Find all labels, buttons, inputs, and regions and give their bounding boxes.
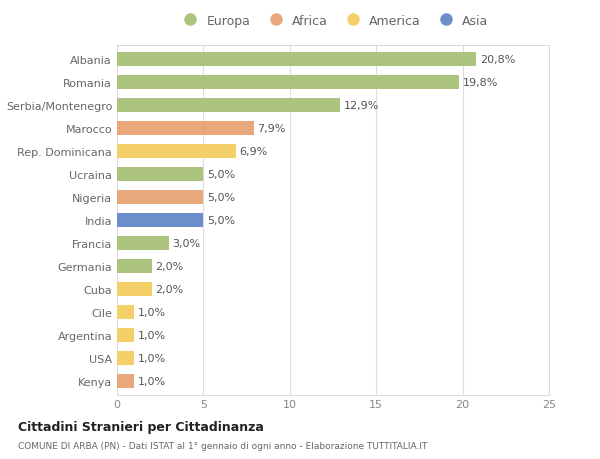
Bar: [117, 122, 254, 135]
Text: 5,0%: 5,0%: [207, 192, 235, 202]
Bar: [117, 351, 134, 365]
Bar: [117, 76, 459, 90]
Bar: [117, 328, 134, 342]
Bar: [117, 145, 236, 158]
Bar: [117, 236, 169, 250]
Text: 3,0%: 3,0%: [172, 238, 200, 248]
Text: 2,0%: 2,0%: [155, 261, 183, 271]
Bar: [117, 374, 134, 388]
Text: Cittadini Stranieri per Cittadinanza: Cittadini Stranieri per Cittadinanza: [18, 420, 264, 433]
Text: 5,0%: 5,0%: [207, 215, 235, 225]
Bar: [117, 282, 152, 296]
Text: 19,8%: 19,8%: [463, 78, 498, 88]
Text: 5,0%: 5,0%: [207, 169, 235, 179]
Text: 7,9%: 7,9%: [257, 123, 286, 134]
Bar: [117, 99, 340, 112]
Text: 1,0%: 1,0%: [138, 330, 166, 340]
Text: 1,0%: 1,0%: [138, 353, 166, 363]
Bar: [117, 190, 203, 204]
Text: 20,8%: 20,8%: [480, 55, 515, 65]
Bar: [117, 259, 152, 273]
Text: 2,0%: 2,0%: [155, 284, 183, 294]
Legend: Europa, Africa, America, Asia: Europa, Africa, America, Asia: [173, 10, 493, 33]
Bar: [117, 213, 203, 227]
Bar: [117, 168, 203, 181]
Bar: [117, 305, 134, 319]
Text: 1,0%: 1,0%: [138, 307, 166, 317]
Text: 1,0%: 1,0%: [138, 376, 166, 386]
Text: 6,9%: 6,9%: [239, 146, 268, 157]
Text: 12,9%: 12,9%: [343, 101, 379, 111]
Text: COMUNE DI ARBA (PN) - Dati ISTAT al 1° gennaio di ogni anno - Elaborazione TUTTI: COMUNE DI ARBA (PN) - Dati ISTAT al 1° g…: [18, 441, 427, 450]
Bar: [117, 53, 476, 67]
